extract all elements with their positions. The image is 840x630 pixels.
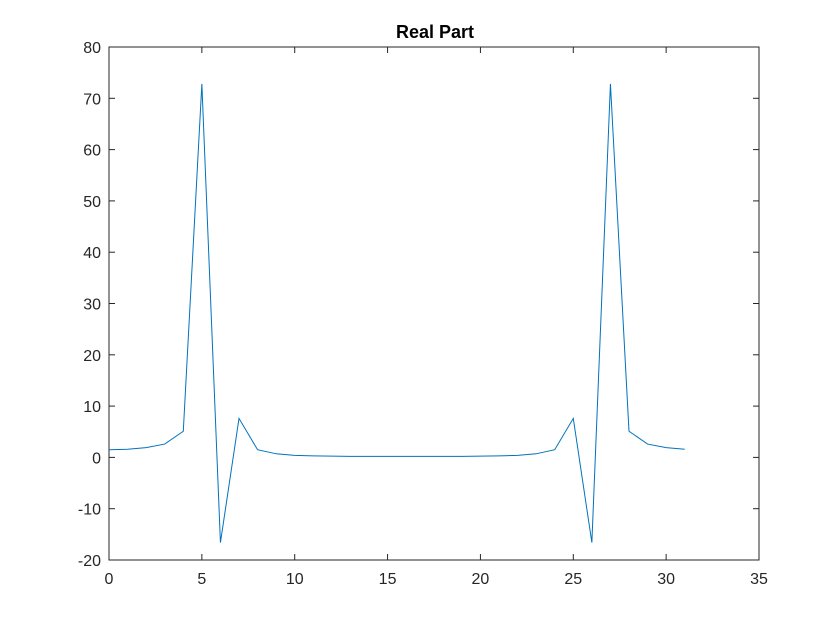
y-tick-label: 40 <box>83 245 101 262</box>
y-tick-label: 20 <box>83 348 101 365</box>
series-group <box>108 83 685 543</box>
y-tick-label: 30 <box>83 297 101 314</box>
series-line-1 <box>108 83 685 543</box>
x-tick-label: 25 <box>564 571 582 588</box>
x-tick-label: 20 <box>472 571 490 588</box>
y-tick-label: 50 <box>83 194 101 211</box>
x-tick-label: 10 <box>286 571 304 588</box>
plot-area <box>108 46 760 561</box>
x-tick-label: 5 <box>197 571 206 588</box>
y-tick-label: -20 <box>78 553 101 570</box>
chart-title: Real Part <box>396 22 474 42</box>
y-tick-label: -10 <box>78 502 101 519</box>
x-tick-label: 15 <box>379 571 397 588</box>
y-tick-label: 0 <box>92 450 101 467</box>
x-tick-label: 30 <box>657 571 675 588</box>
y-tick-label: 10 <box>83 399 101 416</box>
x-tick-label: 0 <box>105 571 114 588</box>
y-tick-label: 80 <box>83 40 101 57</box>
x-axis: 0 5 10 15 20 25 30 35 <box>105 47 768 588</box>
x-tick-label: 35 <box>750 571 768 588</box>
y-tick-label: 70 <box>83 91 101 108</box>
y-tick-label: 60 <box>83 143 101 160</box>
y-axis: -20 -10 0 10 20 30 40 50 60 70 80 <box>78 40 759 570</box>
